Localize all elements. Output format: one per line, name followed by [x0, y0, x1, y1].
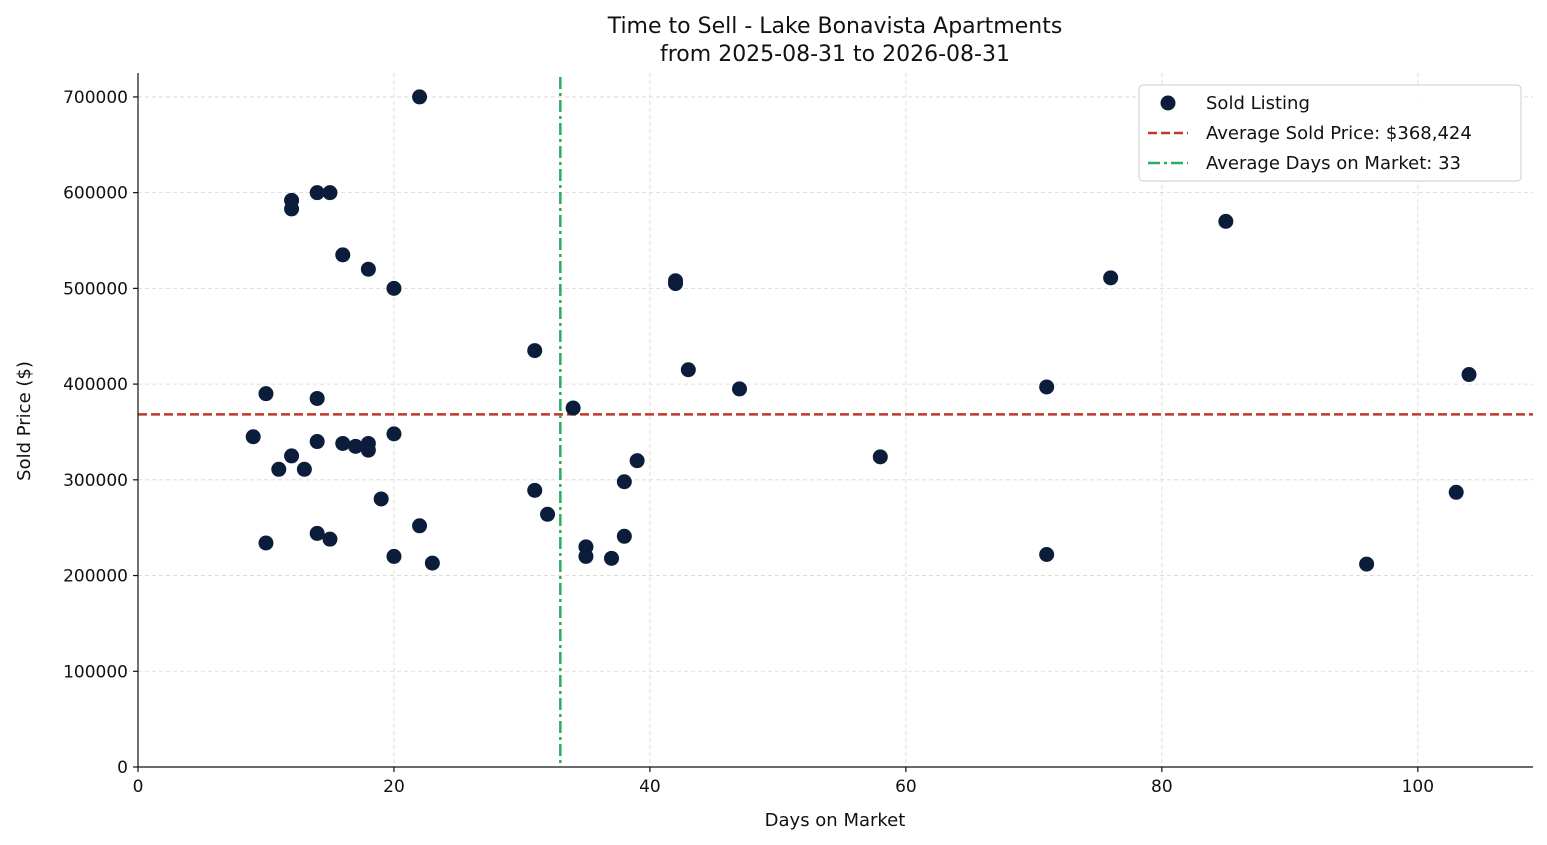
data-point: [424, 555, 440, 571]
data-point: [527, 482, 543, 498]
chart-title: Time to Sell - Lake Bonavista Apartments: [607, 14, 1063, 39]
data-point: [386, 426, 402, 442]
data-point: [309, 185, 325, 201]
data-point: [412, 518, 428, 534]
data-point: [360, 442, 376, 458]
data-point: [680, 362, 696, 378]
data-point: [616, 528, 632, 544]
x-tick-label: 100: [1402, 777, 1434, 797]
axes: [137, 73, 1533, 768]
x-tick-label: 20: [383, 777, 405, 797]
x-axis-label: Days on Market: [765, 810, 906, 831]
x-tick-label: 80: [1151, 777, 1173, 797]
data-point: [271, 461, 287, 477]
data-points: [245, 89, 1477, 572]
data-point: [604, 550, 620, 566]
data-point: [540, 506, 556, 522]
data-point: [386, 548, 402, 564]
data-point: [335, 247, 351, 263]
data-point: [1103, 270, 1119, 286]
legend-avg-days-label: Average Days on Market: 33: [1206, 153, 1461, 174]
data-point: [1039, 546, 1055, 562]
y-tick-label: 700000: [63, 88, 128, 108]
y-axis-label: Sold Price ($): [14, 361, 35, 481]
data-point: [668, 276, 684, 292]
legend: Sold Listing Average Sold Price: $368,42…: [1138, 84, 1522, 182]
grid-layer: [138, 73, 1533, 767]
y-tick-label: 400000: [63, 375, 128, 395]
legend-point-marker: [1160, 95, 1176, 111]
data-point: [1218, 213, 1234, 229]
data-point: [1461, 367, 1477, 383]
data-point: [284, 201, 300, 217]
data-point: [348, 438, 364, 454]
data-point: [284, 448, 300, 464]
data-point: [616, 474, 632, 490]
x-tick-label: 0: [133, 777, 144, 797]
data-point: [1039, 379, 1055, 395]
data-point: [373, 491, 389, 507]
data-point: [309, 525, 325, 541]
chart-subtitle: from 2025-08-31 to 2026-08-31: [660, 42, 1010, 67]
legend-avg-price-label: Average Sold Price: $368,424: [1206, 123, 1472, 144]
data-point: [1448, 484, 1464, 500]
data-point: [872, 449, 888, 465]
y-tick-label: 100000: [63, 662, 128, 682]
data-point: [322, 531, 338, 547]
data-point: [386, 280, 402, 296]
data-point: [309, 434, 325, 450]
tick-labels: 0 20 40 60 80 100 0 100000 200000 300000 400000 500…: [63, 88, 1434, 797]
legend-sold-listing-label: Sold Listing: [1206, 93, 1310, 114]
data-point: [629, 453, 645, 469]
data-point: [360, 261, 376, 277]
x-tick-label: 40: [639, 777, 661, 797]
legend-box: [1138, 84, 1522, 182]
data-point: [1359, 556, 1375, 572]
data-point: [309, 390, 325, 406]
x-tick-label: 60: [895, 777, 917, 797]
y-tick-label: 0: [117, 758, 128, 778]
data-point: [578, 548, 594, 564]
data-point: [322, 185, 338, 201]
y-tick-label: 600000: [63, 184, 128, 204]
data-point: [565, 400, 581, 416]
data-point: [335, 435, 351, 451]
data-point: [296, 461, 312, 477]
data-point: [527, 343, 543, 359]
y-tick-label: 300000: [63, 471, 128, 491]
data-point: [245, 429, 261, 445]
data-point: [732, 381, 748, 397]
y-tick-label: 500000: [63, 279, 128, 299]
data-point: [258, 386, 274, 402]
data-point: [258, 535, 274, 551]
y-tick-label: 200000: [63, 567, 128, 587]
data-point: [412, 89, 428, 105]
reference-lines: [138, 77, 1533, 767]
